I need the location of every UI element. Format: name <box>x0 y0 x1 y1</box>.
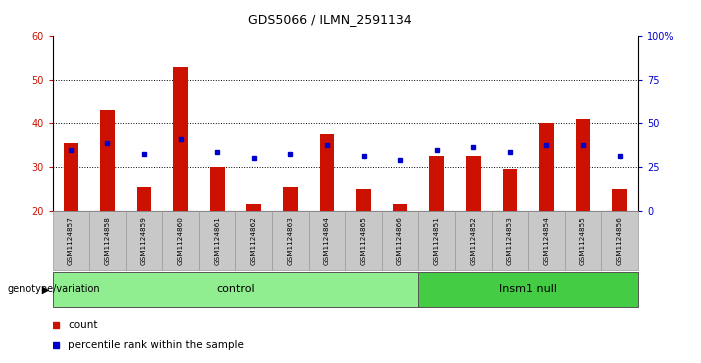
Bar <box>601 211 638 270</box>
Text: GSM1124856: GSM1124856 <box>617 216 622 265</box>
Bar <box>272 211 308 270</box>
Bar <box>455 211 491 270</box>
Bar <box>418 211 455 270</box>
Text: GSM1124866: GSM1124866 <box>397 216 403 265</box>
Text: GSM1124855: GSM1124855 <box>580 216 586 265</box>
Bar <box>53 272 418 307</box>
Bar <box>236 211 272 270</box>
Bar <box>491 211 528 270</box>
Bar <box>576 119 590 211</box>
Bar <box>64 143 79 211</box>
Text: Insm1 null: Insm1 null <box>499 285 557 294</box>
Text: GSM1124862: GSM1124862 <box>251 216 257 265</box>
Bar <box>345 211 382 270</box>
Text: GSM1124861: GSM1124861 <box>215 216 220 265</box>
Text: control: control <box>216 285 254 294</box>
Bar <box>199 211 236 270</box>
Bar <box>173 67 188 211</box>
Text: GSM1124859: GSM1124859 <box>141 216 147 265</box>
Text: GSM1124858: GSM1124858 <box>104 216 111 265</box>
Text: GSM1124854: GSM1124854 <box>543 216 550 265</box>
Text: GSM1124865: GSM1124865 <box>360 216 367 265</box>
Bar <box>382 211 418 270</box>
Text: count: count <box>69 320 98 330</box>
Bar <box>503 169 517 211</box>
Bar <box>247 204 261 211</box>
Bar <box>356 189 371 211</box>
Text: GSM1124851: GSM1124851 <box>434 216 440 265</box>
Bar <box>210 167 224 211</box>
Text: ▶: ▶ <box>41 285 49 294</box>
Bar <box>393 204 407 211</box>
Bar <box>418 272 638 307</box>
Text: genotype/variation: genotype/variation <box>7 285 100 294</box>
Text: percentile rank within the sample: percentile rank within the sample <box>69 340 244 350</box>
Bar <box>528 211 565 270</box>
Bar <box>466 156 481 211</box>
Bar <box>539 123 554 211</box>
Text: GSM1124863: GSM1124863 <box>287 216 293 265</box>
Text: GSM1124864: GSM1124864 <box>324 216 330 265</box>
Text: GSM1124857: GSM1124857 <box>68 216 74 265</box>
Text: GSM1124853: GSM1124853 <box>507 216 513 265</box>
Bar <box>53 211 89 270</box>
Bar <box>100 110 115 211</box>
Bar <box>320 134 334 211</box>
Text: GSM1124860: GSM1124860 <box>177 216 184 265</box>
Bar <box>163 211 199 270</box>
Text: GDS5066 / ILMN_2591134: GDS5066 / ILMN_2591134 <box>247 13 411 26</box>
Bar <box>565 211 601 270</box>
Text: GSM1124852: GSM1124852 <box>470 216 476 265</box>
Bar <box>308 211 345 270</box>
Bar <box>612 189 627 211</box>
Bar <box>283 187 298 211</box>
Bar <box>430 156 444 211</box>
Bar <box>137 187 151 211</box>
Bar <box>89 211 125 270</box>
Bar <box>125 211 163 270</box>
